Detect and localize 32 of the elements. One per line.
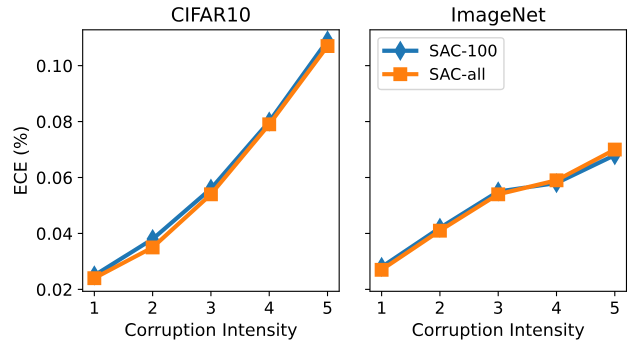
point xyxy=(608,142,622,156)
y-axis-title: ECE (%) xyxy=(14,127,29,194)
point xyxy=(87,271,102,286)
x-tick-label: 2 xyxy=(148,301,156,314)
point xyxy=(374,262,389,277)
point xyxy=(320,39,334,53)
point xyxy=(432,224,447,238)
x-axis-title: Corruption Intensity xyxy=(125,322,297,340)
x-tick-label: 5 xyxy=(610,302,619,314)
y-tick-label: 0.04 xyxy=(36,227,72,240)
x-tick-label: 1 xyxy=(378,302,386,314)
legend-label: SAC-all xyxy=(430,68,484,80)
chart-title: ImageNet xyxy=(452,7,546,26)
point xyxy=(204,187,218,202)
y-tick-label: 0.10 xyxy=(36,60,72,72)
legend-label: SAC-100 xyxy=(430,44,496,57)
point xyxy=(550,173,564,188)
chart-title: CIFAR10 xyxy=(172,7,250,22)
x-axis-title: Corruption Intensity xyxy=(412,322,584,340)
y-tick-label: 0.06 xyxy=(36,171,72,184)
x-tick-label: 4 xyxy=(264,302,274,314)
x-tick-label: 2 xyxy=(436,301,444,314)
x-tick-label: 4 xyxy=(552,302,561,314)
point xyxy=(146,240,160,254)
point xyxy=(262,117,276,132)
x-tick-label: 1 xyxy=(90,302,98,314)
y-tick-label: 0.08 xyxy=(36,116,72,128)
point xyxy=(491,187,506,202)
x-tick-label: 3 xyxy=(494,301,502,314)
y-tick-label: 0.02 xyxy=(36,283,72,296)
x-tick-label: 5 xyxy=(324,302,332,314)
x-tick-label: 3 xyxy=(206,301,215,314)
